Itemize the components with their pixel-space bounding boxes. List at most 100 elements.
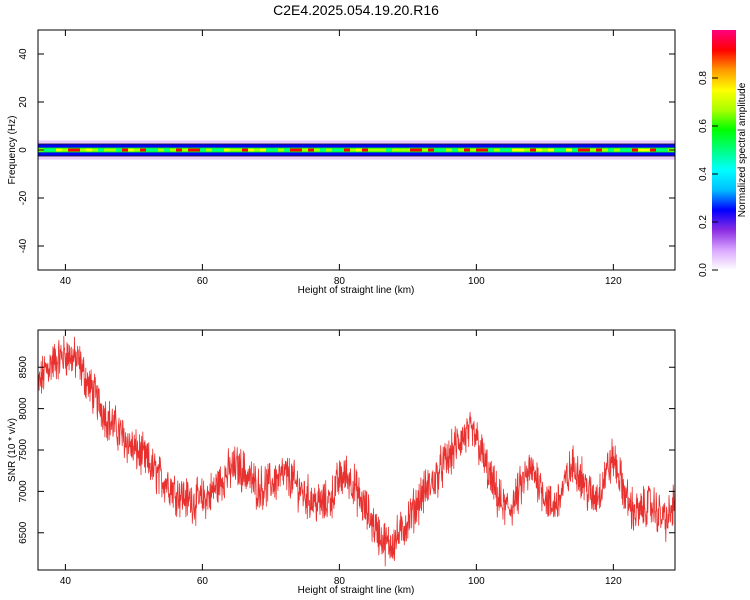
band-cell xyxy=(254,148,260,152)
band-cell xyxy=(476,148,482,152)
spectrogram-y-tick-label: -40 xyxy=(18,238,29,253)
band-cell xyxy=(356,148,362,152)
band-cell xyxy=(446,148,452,152)
band-cell xyxy=(464,148,470,152)
band-cell xyxy=(566,148,572,152)
band-cell xyxy=(428,148,434,152)
spectrogram-x-tick-label: 120 xyxy=(605,276,622,287)
spectrogram-x-tick-label: 60 xyxy=(197,276,209,287)
band-cell xyxy=(308,148,314,152)
band-cell xyxy=(284,148,290,152)
colorbar-label: Normalized spectral amplitude xyxy=(737,82,748,217)
band-cell xyxy=(500,148,506,152)
band-cell xyxy=(50,148,56,152)
figure-title: C2E4.2025.054.19.20.R16 xyxy=(273,2,439,18)
band-cell xyxy=(98,148,104,152)
spectrogram-y-tick-label: 20 xyxy=(18,96,29,108)
colorbar: 0.0 0.2 0.4 0.6 0.8 Normalized spectral ampl… xyxy=(698,30,748,277)
spectrogram-band xyxy=(38,140,675,160)
band-cell xyxy=(122,148,128,152)
band-cell xyxy=(470,148,476,152)
band-cell xyxy=(536,148,542,152)
spectrogram-y-tick-label: 0 xyxy=(18,147,29,153)
colorbar-axis: 0.0 0.2 0.4 0.6 0.8 xyxy=(698,71,718,277)
band-cell xyxy=(176,148,182,152)
snr-y-tick-label: 8000 xyxy=(18,397,29,420)
band-cell xyxy=(638,148,644,152)
band-cell xyxy=(398,148,404,152)
band-cell xyxy=(236,148,242,152)
band-cell xyxy=(482,148,488,152)
colorbar-gradient xyxy=(712,30,736,270)
band-cell xyxy=(584,148,590,152)
band-cell xyxy=(152,148,158,152)
band-cell xyxy=(242,148,248,152)
band-cell xyxy=(380,148,386,152)
snr-y-axis: 6500 7000 7500 8000 8500 xyxy=(18,356,675,544)
band-cell xyxy=(620,148,626,152)
spectrogram-panel: 40 60 80 100 120 -40 -20 0 20 40 Height of strai… xyxy=(7,29,676,296)
band-cell xyxy=(548,148,554,152)
band-cell xyxy=(452,148,458,152)
snr-x-tick-label: 120 xyxy=(605,576,622,587)
snr-x-tick-label: 100 xyxy=(468,576,485,587)
snr-panel: 40 60 80 100 120 6500 7000 7500 8000 8500 Height… xyxy=(7,329,676,596)
band-cell xyxy=(230,148,236,152)
band-cell xyxy=(92,148,98,152)
band-cell xyxy=(224,148,230,152)
band-cell xyxy=(614,148,620,152)
colorbar-tick-label: 0.8 xyxy=(698,71,709,85)
band-cell xyxy=(434,148,440,152)
spectrogram-y-label: Frequency (Hz) xyxy=(7,116,18,185)
band-cell xyxy=(542,148,548,152)
spectrogram-y-tick-label: -20 xyxy=(18,190,29,205)
band-cell xyxy=(110,148,116,152)
band-cell xyxy=(86,148,92,152)
colorbar-tick-label: 0.2 xyxy=(698,215,709,229)
band-cell xyxy=(350,148,356,152)
band-cell xyxy=(140,148,146,152)
band-cell xyxy=(602,148,608,152)
colorbar-tick-label: 0.6 xyxy=(698,119,709,133)
band-cell xyxy=(272,148,278,152)
colorbar-tick-label: 0.0 xyxy=(698,263,709,277)
band-cell xyxy=(410,148,416,152)
band-cell xyxy=(512,148,518,152)
band-cell xyxy=(386,148,392,152)
band-cell xyxy=(68,148,74,152)
band-cell xyxy=(422,148,428,152)
band-cell xyxy=(596,148,602,152)
band-cell xyxy=(164,148,170,152)
band-cell xyxy=(290,148,296,152)
band-cell xyxy=(116,148,122,152)
snr-x-axis: 40 60 80 100 120 xyxy=(60,330,622,587)
band-cell xyxy=(608,148,614,152)
band-cell xyxy=(518,148,524,152)
snr-series-line xyxy=(38,335,675,567)
band-cell xyxy=(260,148,266,152)
band-cell xyxy=(344,148,350,152)
spectrogram-y-axis: -40 -20 0 20 40 xyxy=(18,48,675,253)
band-cell xyxy=(416,148,422,152)
band-cell xyxy=(212,148,218,152)
snr-x-tick-label: 40 xyxy=(60,576,72,587)
band-cell xyxy=(104,148,110,152)
snr-y-tick-label: 8500 xyxy=(18,356,29,379)
band-cell xyxy=(404,148,410,152)
spectrogram-x-tick-label: 100 xyxy=(468,276,485,287)
band-cell xyxy=(662,148,668,152)
band-cell xyxy=(200,148,206,152)
band-cell xyxy=(554,148,560,152)
band-cell xyxy=(494,148,500,152)
band-cell xyxy=(572,148,578,152)
band-cell xyxy=(158,148,164,152)
colorbar-tick-label: 0.4 xyxy=(698,167,709,181)
band-cell xyxy=(530,148,536,152)
band-cell xyxy=(626,148,632,152)
band-cell xyxy=(278,148,284,152)
band-cell xyxy=(632,148,638,152)
band-cell xyxy=(326,148,332,152)
band-cell xyxy=(296,148,302,152)
band-cell xyxy=(80,148,86,152)
